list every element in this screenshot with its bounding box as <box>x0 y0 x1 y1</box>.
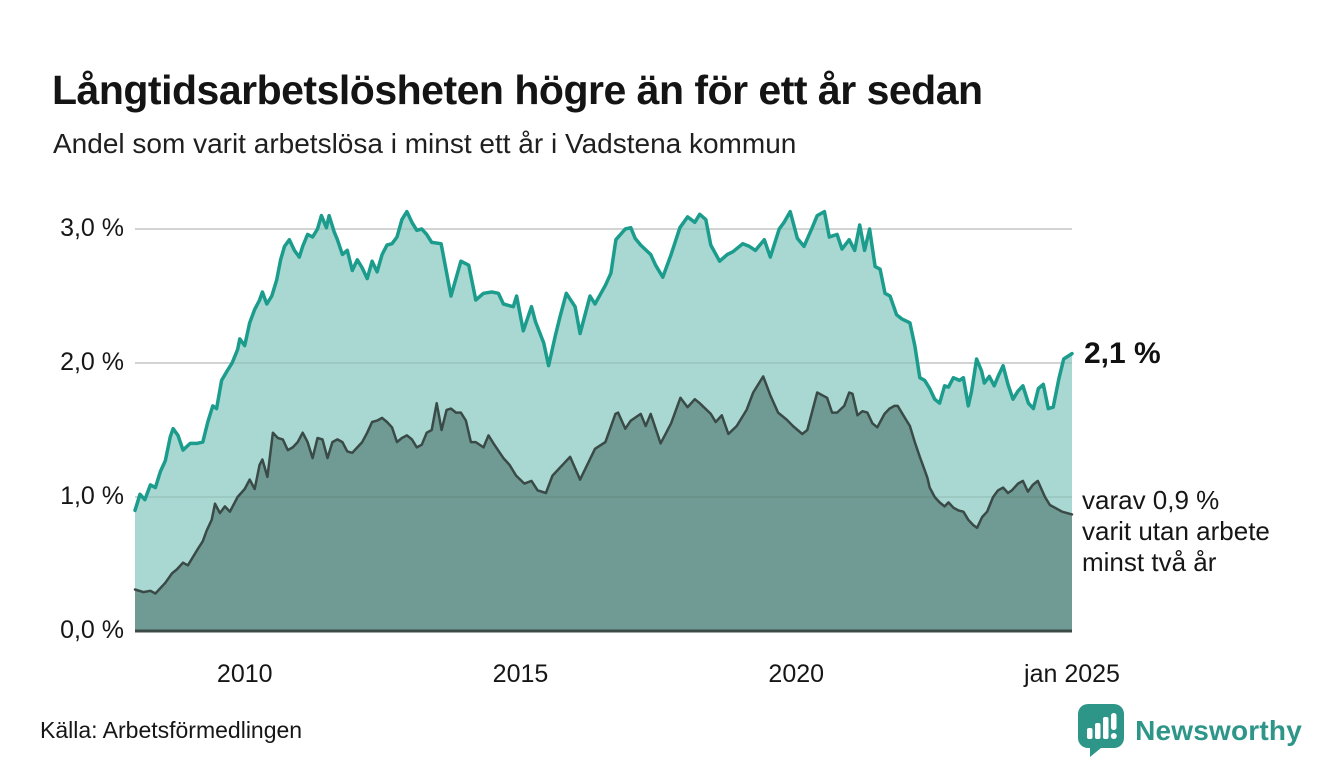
end-value-label-secondary: varav 0,9 % varit utan arbete minst två år <box>1082 485 1270 578</box>
area-fill-unemployed-two-years <box>135 376 1072 631</box>
x-tick-label: 2010 <box>216 660 273 688</box>
end-value-label-secondary-line: varav 0,9 % <box>1082 485 1220 515</box>
y-tick-label: 0,0 % <box>60 616 124 644</box>
end-value-label-primary: 2,1 % <box>1084 337 1161 370</box>
y-tick-label: 2,0 % <box>60 348 124 376</box>
x-tick-label: 2015 <box>492 660 549 688</box>
newsworthy-logo: Newsworthy <box>1078 704 1302 757</box>
x-tick-label: jan 2025 <box>1024 660 1120 688</box>
x-tick-label: 2020 <box>768 660 825 688</box>
source-caption: Källa: Arbetsförmedlingen <box>40 717 303 743</box>
newsworthy-bubble-chart-icon <box>1078 704 1125 757</box>
end-value-label-secondary-line: varit utan arbete <box>1082 516 1270 546</box>
page-title: Långtidsarbetslösheten högre än för ett … <box>52 67 983 114</box>
area-chart-plot <box>133 209 1074 633</box>
line-unemployed-two-years <box>133 375 1074 595</box>
end-value-label-secondary-line: minst två år <box>1082 547 1217 577</box>
y-tick-label: 1,0 % <box>60 482 124 510</box>
newsworthy-wordmark: Newsworthy <box>1135 714 1302 746</box>
line-unemployed-one-year <box>133 209 1074 513</box>
chart-subtitle: Andel som varit arbetslösa i minst ett å… <box>53 128 797 159</box>
y-tick-label: 3,0 % <box>60 214 124 242</box>
